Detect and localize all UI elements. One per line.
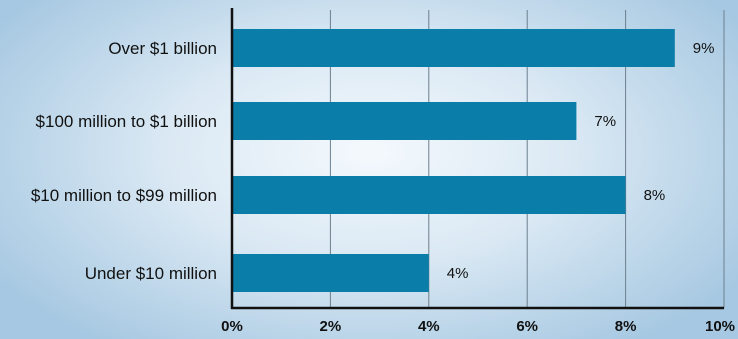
x-tick-label: 6% (516, 318, 538, 335)
bar (232, 254, 429, 292)
value-label: 9% (693, 40, 715, 57)
value-label: 8% (644, 187, 666, 204)
bar (232, 176, 626, 214)
x-tick-label: 8% (615, 318, 637, 335)
value-label: 7% (594, 113, 616, 130)
x-tick-label: 0% (221, 318, 243, 335)
bar (232, 29, 675, 67)
value-label: 4% (447, 265, 469, 282)
category-label: $100 million to $1 billion (36, 112, 217, 131)
category-label: $10 million to $99 million (31, 186, 217, 205)
bar (232, 102, 577, 140)
category-label: Over $1 billion (108, 39, 217, 58)
category-label: Under $10 million (85, 264, 217, 283)
x-tick-label: 4% (418, 318, 440, 335)
x-tick-label: 2% (320, 318, 342, 335)
x-tick-label: 10% (705, 318, 735, 335)
